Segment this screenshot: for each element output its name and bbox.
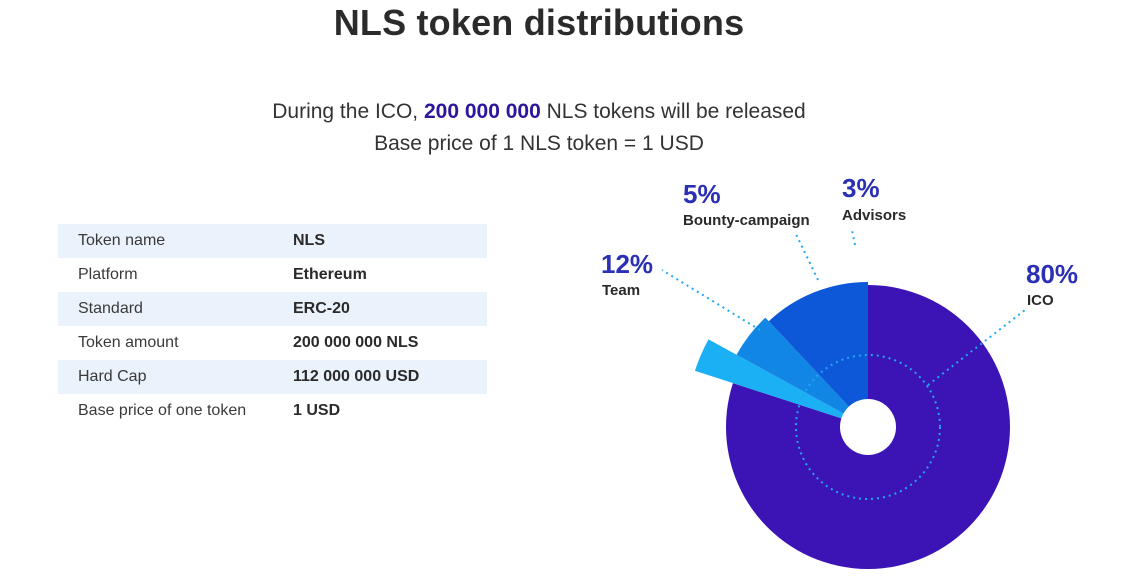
spec-value: 200 000 000 NLS: [293, 334, 419, 351]
pie-center-hole: [840, 399, 896, 455]
leader-line-ico: [927, 309, 1026, 386]
page-title: NLS token distributions: [333, 2, 745, 43]
table-row: Platform Ethereum: [58, 258, 487, 292]
spec-label: Token name: [58, 224, 293, 258]
subtitle-pre: During the ICO,: [272, 100, 424, 123]
subtitle-amount: 200 000 000: [423, 100, 541, 123]
table-row: Base price of one token 1 USD: [58, 394, 487, 428]
inner-dotted-ring: [795, 354, 941, 500]
table-row: Token amount 200 000 000 NLS: [58, 326, 487, 360]
leader-line-advisors: [851, 229, 856, 246]
subtitle: During the ICO, 200 000 000 NLS tokens w…: [0, 96, 1078, 160]
spec-value: Ethereum: [293, 266, 367, 283]
slice-label-bounty-name: Bounty-campaign: [683, 212, 810, 229]
table-row: Hard Cap 112 000 000 USD: [58, 360, 487, 394]
slice-label-ico-name: ICO: [1027, 292, 1054, 309]
table-row: Standard ERC-20: [58, 292, 487, 326]
spec-label: Base price of one token: [78, 402, 247, 419]
leader-line-bounty: [794, 231, 819, 281]
spec-label: Hard Cap: [58, 360, 293, 394]
subtitle-line-1: During the ICO, 200 000 000 NLS tokens w…: [0, 96, 1078, 128]
spec-label: Token amount: [78, 334, 179, 351]
token-spec-table: Token name NLS Platform Ethereum Standar…: [58, 224, 487, 428]
subtitle-post: NLS tokens will be released: [540, 100, 806, 123]
slice-label-advisors-name: Advisors: [842, 207, 906, 224]
leader-line-team: [661, 269, 761, 331]
subtitle-line-2: Base price of 1 NLS token = 1 USD: [374, 132, 704, 155]
spec-label: Standard: [58, 292, 293, 326]
slice-label-team-pct: 12%: [601, 249, 653, 279]
spec-value: 112 000 000 USD: [293, 360, 487, 394]
slice-label-ico-pct: 80%: [1026, 259, 1078, 289]
table-row: Token name NLS: [58, 224, 487, 258]
slice-label-team-name: Team: [602, 282, 640, 299]
spec-value: ERC-20: [293, 292, 487, 326]
pie-slice-team: [768, 282, 868, 427]
spec-label: Platform: [78, 266, 138, 283]
spec-value: 1 USD: [293, 402, 341, 419]
slice-label-bounty-pct: 5%: [683, 179, 721, 209]
leader-lines: [661, 229, 1026, 386]
spec-value: NLS: [293, 224, 487, 258]
pie-slice-advisors: [694, 339, 868, 427]
pie-slice-bounty-campaign: [736, 317, 868, 427]
slice-label-advisors-pct: 3%: [842, 173, 880, 203]
